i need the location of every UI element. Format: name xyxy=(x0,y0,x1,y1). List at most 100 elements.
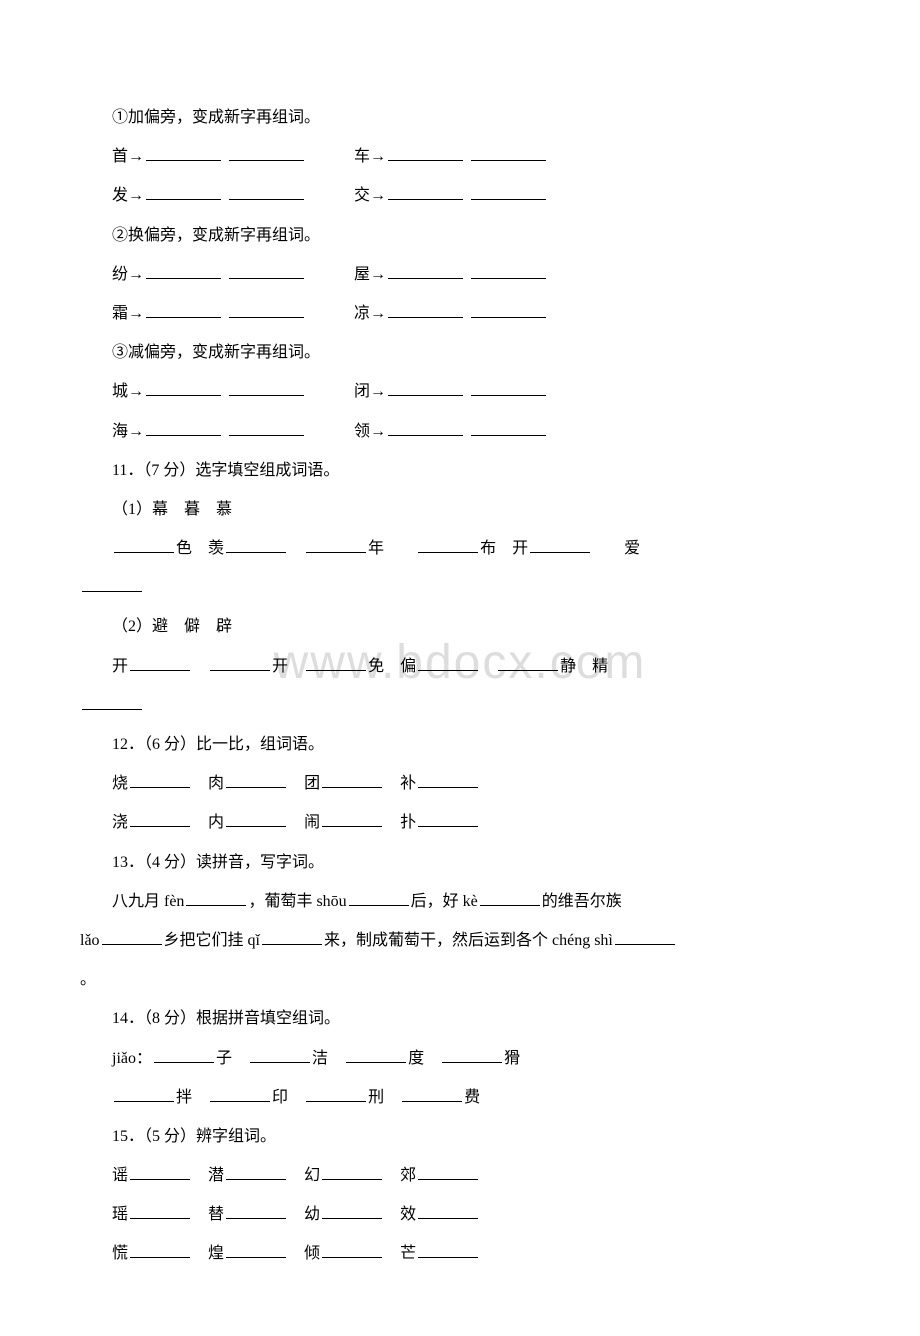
text: 补 xyxy=(400,775,416,792)
text: 芒 xyxy=(400,1245,416,1262)
blank[interactable] xyxy=(226,537,286,553)
q14-row2: 拌 印 刑 费 xyxy=(80,1080,840,1115)
blank[interactable] xyxy=(130,655,190,671)
blank[interactable] xyxy=(229,380,304,396)
blank[interactable] xyxy=(130,772,190,788)
q13-text-2: lǎo乡把它们挂 qǐ来，制成葡萄干，然后运到各个 chéng shì xyxy=(80,923,840,958)
q12-row1: 烧 肉 团 补 xyxy=(80,766,840,801)
blank[interactable] xyxy=(471,302,546,318)
blank[interactable] xyxy=(210,1086,270,1102)
blank[interactable] xyxy=(306,1086,366,1102)
text: 肉 xyxy=(208,775,224,792)
blank[interactable] xyxy=(229,184,304,200)
blank[interactable] xyxy=(471,263,546,279)
blank[interactable] xyxy=(210,655,270,671)
blank[interactable] xyxy=(480,890,540,906)
blank[interactable] xyxy=(388,145,463,161)
blank[interactable] xyxy=(154,1047,214,1063)
blank[interactable] xyxy=(229,420,304,436)
blank[interactable] xyxy=(226,1242,286,1258)
blank[interactable] xyxy=(114,1086,174,1102)
blank[interactable] xyxy=(418,1164,478,1180)
blank[interactable] xyxy=(102,929,162,945)
q11-g1-items: 色 羡 年 布 开 爱 xyxy=(80,531,840,566)
blank[interactable] xyxy=(82,694,142,710)
blank[interactable] xyxy=(346,1047,406,1063)
blank[interactable] xyxy=(306,537,366,553)
blank[interactable] xyxy=(226,1164,286,1180)
q10-instr2: ②换偏旁，变成新字再组词。 xyxy=(80,218,840,253)
blank[interactable] xyxy=(388,420,463,436)
blank[interactable] xyxy=(146,302,221,318)
blank[interactable] xyxy=(418,655,478,671)
blank[interactable] xyxy=(130,1203,190,1219)
text: 子 xyxy=(216,1050,232,1067)
blank[interactable] xyxy=(130,811,190,827)
blank[interactable] xyxy=(186,890,246,906)
text: 洁 xyxy=(312,1050,328,1067)
blank[interactable] xyxy=(226,1203,286,1219)
q14-row1: jiǎo：子 洁 度 猾 xyxy=(80,1041,840,1076)
text: 布 开 xyxy=(480,540,528,557)
blank[interactable] xyxy=(322,1164,382,1180)
blank[interactable] xyxy=(306,655,366,671)
blank[interactable] xyxy=(418,811,478,827)
blank[interactable] xyxy=(130,1164,190,1180)
text: 猾 xyxy=(504,1050,520,1067)
blank[interactable] xyxy=(471,184,546,200)
blank[interactable] xyxy=(130,1242,190,1258)
blank[interactable] xyxy=(471,145,546,161)
q10-row3: 纷→ 屋→ xyxy=(80,257,840,292)
blank[interactable] xyxy=(322,1242,382,1258)
q10-row2: 发→ 交→ xyxy=(80,178,840,213)
blank[interactable] xyxy=(229,263,304,279)
text: 屋→ xyxy=(354,266,386,283)
blank[interactable] xyxy=(262,929,322,945)
blank[interactable] xyxy=(229,145,304,161)
q11-g1-trail xyxy=(80,570,840,605)
blank[interactable] xyxy=(615,929,675,945)
blank[interactable] xyxy=(388,263,463,279)
blank[interactable] xyxy=(146,184,221,200)
blank[interactable] xyxy=(402,1086,462,1102)
text: 色 羡 xyxy=(176,540,224,557)
blank[interactable] xyxy=(442,1047,502,1063)
blank[interactable] xyxy=(471,420,546,436)
q11-g2: （2）避 僻 辟 xyxy=(80,609,840,644)
blank[interactable] xyxy=(146,263,221,279)
text: 的维吾尔族 xyxy=(542,893,622,910)
blank[interactable] xyxy=(146,420,221,436)
blank[interactable] xyxy=(226,811,286,827)
blank[interactable] xyxy=(322,772,382,788)
blank[interactable] xyxy=(229,302,304,318)
text: 乡把它们挂 qǐ xyxy=(164,932,260,949)
blank[interactable] xyxy=(114,537,174,553)
blank[interactable] xyxy=(471,380,546,396)
blank[interactable] xyxy=(250,1047,310,1063)
blank[interactable] xyxy=(388,184,463,200)
text: 瑶 xyxy=(112,1206,128,1223)
blank[interactable] xyxy=(418,537,478,553)
blank[interactable] xyxy=(498,655,558,671)
q10-row4: 霜→ 凉→ xyxy=(80,296,840,331)
blank[interactable] xyxy=(388,380,463,396)
q15-row1: 谣 潜 幻 郊 xyxy=(80,1158,840,1193)
blank[interactable] xyxy=(418,1242,478,1258)
text: 霜→ xyxy=(112,305,144,322)
blank[interactable] xyxy=(322,811,382,827)
blank[interactable] xyxy=(418,772,478,788)
blank[interactable] xyxy=(388,302,463,318)
text: 幼 xyxy=(304,1206,320,1223)
blank[interactable] xyxy=(530,537,590,553)
blank[interactable] xyxy=(146,380,221,396)
blank[interactable] xyxy=(349,890,409,906)
blank[interactable] xyxy=(418,1203,478,1219)
blank[interactable] xyxy=(322,1203,382,1219)
q11-g2-items: 开 开 免 偏 静 精 xyxy=(80,649,840,684)
text: 八九月 fèn xyxy=(112,893,184,910)
blank[interactable] xyxy=(226,772,286,788)
blank[interactable] xyxy=(82,576,142,592)
blank[interactable] xyxy=(146,145,221,161)
text: lǎo xyxy=(80,932,100,949)
text: 郊 xyxy=(400,1167,416,1184)
